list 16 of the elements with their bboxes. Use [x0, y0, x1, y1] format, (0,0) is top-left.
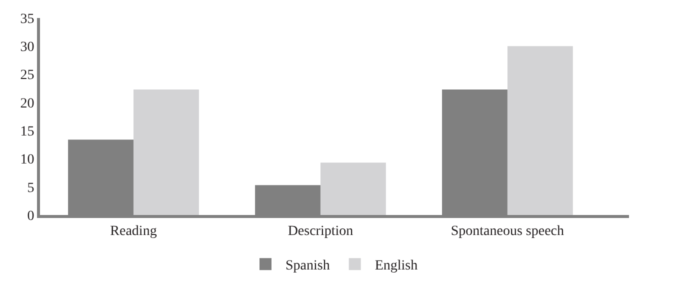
- bar: [320, 162, 386, 215]
- y-tick-label: 35: [20, 12, 34, 27]
- legend-label: English: [374, 258, 418, 274]
- x-tick-label: Description: [288, 224, 354, 239]
- y-tick-label: 15: [20, 124, 34, 140]
- legend-label: Spanish: [286, 258, 330, 274]
- x-tick-label: Reading: [110, 224, 157, 239]
- y-tick-label: 30: [20, 40, 34, 56]
- y-tick-label: 5: [27, 180, 34, 196]
- y-tick-label: 0: [27, 208, 34, 224]
- bar: [133, 89, 199, 215]
- x-tick-label: Spontaneous speech: [450, 224, 564, 239]
- bar: [507, 46, 573, 215]
- y-tick-label: 25: [20, 68, 34, 84]
- y-tick-label: 10: [20, 152, 34, 168]
- y-tick-label: 20: [20, 96, 34, 112]
